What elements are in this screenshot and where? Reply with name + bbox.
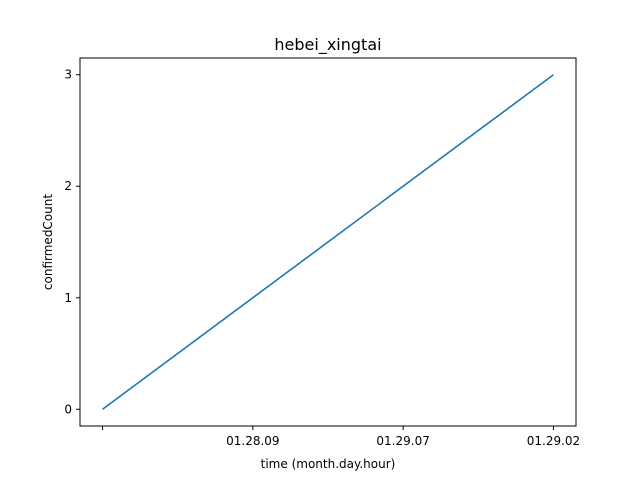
series-line <box>102 74 554 410</box>
y-tick-label: 0 <box>64 402 72 416</box>
x-tick-label: 01.29.07 <box>376 434 429 448</box>
x-axis-label: time (month.day.hour) <box>261 457 396 471</box>
x-axis: 01.28.09 01.29.07 01.29.02 <box>102 426 580 448</box>
series-layer <box>102 74 554 410</box>
chart-title: hebei_xingtai <box>274 35 381 55</box>
y-axis: 0 1 2 3 <box>64 68 80 416</box>
plot-area <box>79 57 577 427</box>
x-tick-label: 01.29.02 <box>527 434 580 448</box>
y-tick-label: 2 <box>64 179 72 193</box>
y-axis-label: confirmedCount <box>41 194 55 290</box>
y-tick-label: 1 <box>64 291 72 305</box>
x-tick-label: 01.28.09 <box>226 434 279 448</box>
y-tick-label: 3 <box>64 68 72 82</box>
